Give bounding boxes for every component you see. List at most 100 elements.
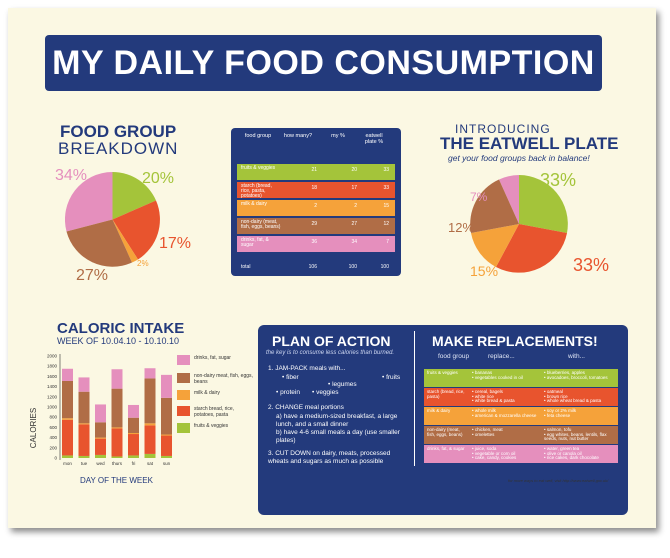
legend-swatch xyxy=(177,390,190,400)
eatwell-intro: INTRODUCING xyxy=(455,122,551,136)
eatwell-title: THE EATWELL PLATE xyxy=(440,134,619,153)
bar-tue-2 xyxy=(78,423,90,425)
plan-item1-veggies: • veggies xyxy=(312,389,339,396)
replacement-with: • blueberries, apples • avocadoes, brocc… xyxy=(544,370,608,380)
plan-item2-a: a) have a medium-sized breakfast, a larg… xyxy=(276,413,398,428)
plan-tagline: the key is to consume less calories than… xyxy=(266,350,395,356)
bar-sat-3 xyxy=(144,378,156,424)
x-axis-label: DAY OF THE WEEK xyxy=(80,476,153,485)
replacements-col-replace: replace... xyxy=(488,353,515,360)
bar-fri-0 xyxy=(128,455,139,458)
table-total-my: 100 xyxy=(348,264,357,270)
eatwell-slice-fruits xyxy=(519,175,568,233)
bar-thurs-2 xyxy=(111,427,123,429)
bar-wed-2 xyxy=(95,437,106,439)
caloric-subtitle: WEEK OF 10.04.10 - 10.10.10 xyxy=(57,336,180,346)
table-header-eatwell: eatwell plate % xyxy=(364,133,384,145)
pie-slice-dairy xyxy=(112,219,138,263)
eatwell-subtitle: get your food groups back in balance! xyxy=(448,153,590,163)
pie-label-starch: 17% xyxy=(159,235,192,252)
eatwell-label-nondairy: 12% xyxy=(448,220,475,235)
table-row-nondairy: non-dairy (meat, fish, eggs, beans) 29 2… xyxy=(237,218,395,234)
plan-item3: 3. CUT DOWN on dairy, meats, processed w… xyxy=(268,450,391,465)
food-group-title: FOOD GROUP xyxy=(60,122,177,141)
pie-label-fruits: 20% xyxy=(142,170,175,187)
replacement-group: non-dairy (meat, fish, eggs, beans) xyxy=(427,427,463,437)
table-row-dairy: milk & dairy 2 2 15 xyxy=(237,200,395,216)
y-tick-label: 1200 xyxy=(47,394,58,399)
eatwell-label-drinks: 7% xyxy=(470,190,488,204)
table-header: food group how many? my % eatwell plate … xyxy=(231,133,401,163)
bar-thurs-1 xyxy=(111,428,123,457)
panel-divider xyxy=(414,331,415,466)
table-row-fruits: fruits & veggies 21 20 33 xyxy=(237,164,395,180)
replacement-row-nondairy: non-dairy (meat, fish, eggs, beans) • ch… xyxy=(424,426,618,444)
x-tick-label: sat xyxy=(147,461,154,466)
replacement-group: fruits & veggies xyxy=(427,370,458,375)
replacement-with: • soy or 2% milk • feta cheese xyxy=(544,408,577,418)
legend-label: milk & dairy xyxy=(194,390,220,396)
table-total-eatwell: 100 xyxy=(380,264,389,270)
bar-wed-0 xyxy=(95,454,106,458)
food-group-pie xyxy=(65,172,160,267)
replacements-col-group: food group xyxy=(438,353,470,360)
plan-item1-head: 1. JAM-PACK meals with... xyxy=(268,365,346,372)
table-cell-name: starch (bread, rice, pasta, potatoes) xyxy=(241,183,272,199)
bar-fri-1 xyxy=(128,434,139,456)
legend-label: non-dairy meat, fish, eggs, beans xyxy=(194,373,253,385)
plan-item2-b: b) have 4-6 small meals a day (use small… xyxy=(276,429,400,444)
plan-title: PLAN OF ACTION xyxy=(272,333,391,349)
table-cell-eatwell: 33 xyxy=(383,185,389,191)
y-tick-label: 1600 xyxy=(47,374,58,379)
plan-item1-fiber: • fiber xyxy=(282,374,299,381)
eatwell-slice-starch xyxy=(496,224,567,273)
bar-mon-2 xyxy=(62,418,73,420)
eatwell-slice-drinks xyxy=(499,175,519,224)
bar-fri-2 xyxy=(128,433,139,435)
plan-panel: PLAN OF ACTION the key is to consume les… xyxy=(258,325,628,515)
y-tick-label: 1800 xyxy=(47,364,58,369)
y-tick-label: 200 xyxy=(49,445,57,450)
table-cell-howmany: 21 xyxy=(311,167,317,173)
bar-wed-4 xyxy=(95,404,106,423)
table-cell-name: drinks, fat, & sugar xyxy=(241,237,269,248)
pie-label-nondairy: 27% xyxy=(76,267,109,284)
y-tick-label: 600 xyxy=(49,425,57,430)
table-cell-name: milk & dairy xyxy=(241,201,267,207)
replacement-row-fruits: fruits & veggies • bananas • vegetables … xyxy=(424,369,618,387)
replacement-with: • water, green tea • olive or canola oil… xyxy=(544,446,599,461)
replacement-with: • oatmeal • brown rice • whole wheat bre… xyxy=(544,389,602,404)
bar-sun-2 xyxy=(161,434,172,436)
bar-tue-1 xyxy=(78,424,90,456)
table-cell-eatwell: 15 xyxy=(383,203,389,209)
plan-item1-protein: • protein xyxy=(276,389,300,396)
table-cell-howmany: 18 xyxy=(311,185,317,191)
x-tick-label: thurs xyxy=(112,461,123,466)
y-tick-label: 0 xyxy=(54,456,57,461)
replacement-replace: • juice, soda • vegetable or corn oil • … xyxy=(472,446,517,461)
table-row-starch: starch (bread, rice, pasta, potatoes) 18… xyxy=(237,182,395,199)
footnote: for more ways to eat well, visit http://… xyxy=(508,478,609,483)
bar-sat-0 xyxy=(144,453,156,458)
replacement-row-dairy: milk & dairy • whole milk • american & m… xyxy=(424,407,618,425)
food-group-table: food group how many? my % eatwell plate … xyxy=(231,128,401,276)
eatwell-slice-dairy xyxy=(471,224,519,267)
bar-tue-0 xyxy=(78,455,90,458)
y-tick-label: 2000 xyxy=(47,354,58,359)
x-tick-label: sun xyxy=(163,461,171,466)
eatwell-label-fruits: 33% xyxy=(540,170,577,190)
bar-sun-1 xyxy=(161,435,172,456)
pie-label-drinks: 34% xyxy=(55,167,88,184)
plan-item1-legumes: • legumes xyxy=(328,381,357,388)
table-cell-my: 27 xyxy=(351,221,357,227)
bar-wed-3 xyxy=(95,422,106,438)
bar-sat-4 xyxy=(144,368,156,379)
replacements-col-with: with... xyxy=(568,353,585,360)
replacements-title: MAKE REPLACEMENTS! xyxy=(432,333,598,349)
page-title: MY DAILY FOOD CONSUMPTION xyxy=(45,35,602,91)
bar-tue-3 xyxy=(78,391,90,424)
table-cell-howmany: 36 xyxy=(311,239,317,245)
bar-sun-3 xyxy=(161,397,172,435)
bar-thurs-3 xyxy=(111,388,123,428)
